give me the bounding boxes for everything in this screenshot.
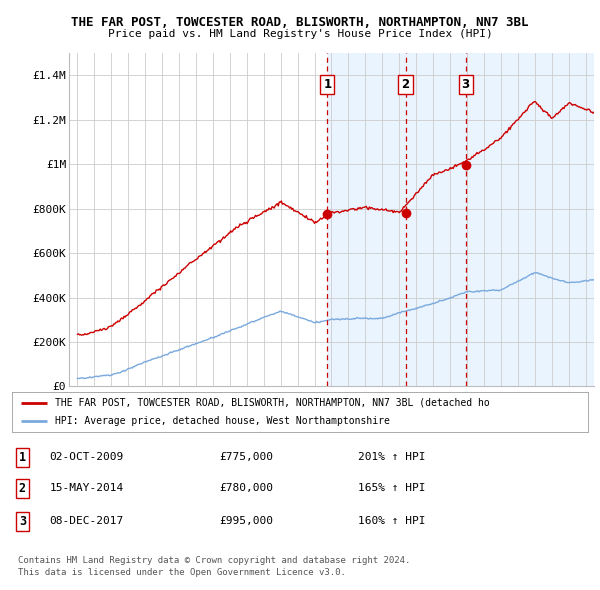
Text: 2: 2 xyxy=(19,481,26,495)
Bar xyxy=(327,53,594,386)
Text: 15-MAY-2014: 15-MAY-2014 xyxy=(49,483,124,493)
Text: 3: 3 xyxy=(19,514,26,528)
Text: £780,000: £780,000 xyxy=(220,483,274,493)
Text: HPI: Average price, detached house, West Northamptonshire: HPI: Average price, detached house, West… xyxy=(55,416,390,426)
Text: £995,000: £995,000 xyxy=(220,516,274,526)
Text: 3: 3 xyxy=(461,78,470,91)
Text: This data is licensed under the Open Government Licence v3.0.: This data is licensed under the Open Gov… xyxy=(18,568,346,577)
Text: Contains HM Land Registry data © Crown copyright and database right 2024.: Contains HM Land Registry data © Crown c… xyxy=(18,556,410,565)
Text: THE FAR POST, TOWCESTER ROAD, BLISWORTH, NORTHAMPTON, NN7 3BL (detached ho: THE FAR POST, TOWCESTER ROAD, BLISWORTH,… xyxy=(55,398,490,408)
Text: 1: 1 xyxy=(19,451,26,464)
Text: 165% ↑ HPI: 165% ↑ HPI xyxy=(358,483,425,493)
Text: £775,000: £775,000 xyxy=(220,453,274,462)
Text: 201% ↑ HPI: 201% ↑ HPI xyxy=(358,453,425,462)
Text: 08-DEC-2017: 08-DEC-2017 xyxy=(49,516,124,526)
Text: 160% ↑ HPI: 160% ↑ HPI xyxy=(358,516,425,526)
Text: 02-OCT-2009: 02-OCT-2009 xyxy=(49,453,124,462)
Text: Price paid vs. HM Land Registry's House Price Index (HPI): Price paid vs. HM Land Registry's House … xyxy=(107,30,493,39)
Text: 1: 1 xyxy=(323,78,331,91)
Text: THE FAR POST, TOWCESTER ROAD, BLISWORTH, NORTHAMPTON, NN7 3BL: THE FAR POST, TOWCESTER ROAD, BLISWORTH,… xyxy=(71,16,529,29)
Text: 2: 2 xyxy=(401,78,410,91)
